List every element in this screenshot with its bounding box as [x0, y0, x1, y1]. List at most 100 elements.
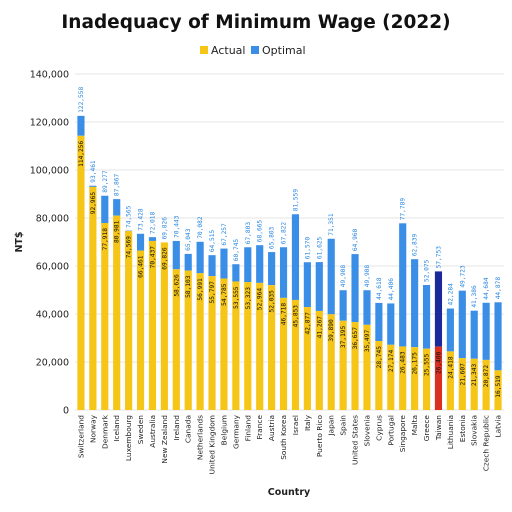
actual-value-label: 45,853: [292, 305, 299, 328]
x-tick-label: Latvia: [494, 415, 503, 438]
actual-bar: [113, 215, 121, 410]
x-tick-label: Estonia: [458, 415, 467, 442]
actual-value-label: 21,343: [471, 364, 478, 387]
optimal-bar: [470, 310, 478, 359]
actual-value-label: 77,918: [102, 228, 109, 251]
actual-value-label: 37,195: [340, 325, 347, 348]
actual-value-label: 54,785: [221, 283, 228, 306]
x-axis-title: Country: [268, 487, 311, 498]
legend-optimal-swatch: [251, 46, 259, 54]
actual-value-label: 42,877: [304, 312, 311, 335]
actual-bar: [387, 344, 395, 410]
x-tick-label: Netherlands: [196, 415, 205, 460]
optimal-value-label: 73,428: [138, 208, 145, 231]
actual-value-label: 20,872: [483, 365, 490, 388]
actual-value-label: 46,718: [281, 303, 288, 326]
actual-bar: [184, 270, 192, 410]
optimal-bar: [399, 223, 407, 347]
x-tick-label: Austria: [267, 415, 276, 441]
optimal-bar: [363, 290, 371, 325]
actual-bar: [411, 347, 419, 410]
x-tick-label: Taiwan: [434, 415, 443, 441]
optimal-bar: [303, 262, 311, 308]
actual-value-label: 25,555: [424, 353, 431, 376]
optimal-value-label: 81,559: [292, 189, 299, 212]
x-tick-label: United States: [351, 415, 360, 465]
x-tick-label: France: [255, 415, 264, 440]
x-tick-label: Switzerland: [76, 415, 85, 458]
y-axis-ticks: 0 20,000 40,000 60,000 80,000 100,000 120,000 1…: [30, 70, 69, 417]
actual-bar: [125, 231, 133, 410]
actual-bar: [220, 278, 228, 410]
actual-bar: [268, 285, 276, 410]
optimal-value-label: 67,803: [245, 222, 252, 245]
x-tick-label: Slovenia: [362, 415, 371, 446]
actual-value-label: 21,607: [459, 363, 466, 386]
x-tick-label: Luxembourg: [124, 415, 133, 461]
actual-bar: [339, 320, 347, 410]
x-tick-label: Japan: [327, 415, 336, 437]
actual-value-label: 26,483: [400, 351, 407, 374]
y-tick-label: 80,000: [36, 214, 69, 225]
x-tick-label: Singapore: [398, 415, 407, 453]
x-tick-label: Malta: [410, 415, 419, 435]
actual-value-label: 58,103: [185, 275, 192, 298]
x-tick-label: Puerto Rico: [315, 415, 324, 458]
actual-bar: [136, 250, 145, 410]
y-tick-label: 0: [63, 406, 69, 417]
actual-bar: [208, 276, 216, 410]
optimal-bar: [494, 302, 502, 371]
optimal-bar: [136, 233, 145, 251]
optimal-value-label: 44,684: [483, 277, 490, 300]
actual-value-label: 53,555: [233, 286, 240, 309]
optimal-bar: [220, 248, 228, 279]
optimal-bar: [172, 240, 180, 270]
x-tick-label: Belgium: [219, 415, 228, 445]
actual-bar: [434, 346, 443, 410]
actual-bar: [172, 269, 180, 410]
actual-bar: [470, 358, 478, 410]
optimal-bar: [268, 252, 276, 286]
optimal-value-label: 60,745: [233, 239, 240, 262]
optimal-value-label: 93,461: [90, 160, 97, 183]
optimal-value-label: 49,908: [340, 265, 347, 288]
optimal-bar: [101, 195, 109, 223]
optimal-value-label: 49,723: [459, 265, 466, 288]
x-tick-label: New Zealand: [160, 415, 169, 464]
chart-title: Inadequacy of Minimum Wage (2022): [61, 12, 450, 33]
legend-optimal-label: Optimal: [262, 44, 306, 57]
optimal-bar: [279, 247, 288, 298]
actual-value-label: 56,991: [197, 278, 204, 301]
optimal-value-label: 44,406: [388, 278, 395, 301]
actual-value-label: 53,323: [245, 287, 252, 310]
x-tick-label: United Kingdom: [208, 415, 217, 474]
x-tick-label: Greece: [422, 415, 431, 442]
optimal-bar: [422, 285, 431, 349]
x-tick-label: Portugal: [386, 415, 395, 446]
optimal-bar: [411, 259, 419, 348]
actual-bar: [303, 307, 311, 410]
gridlines: [75, 73, 504, 411]
optimal-bar: [434, 271, 443, 347]
bars: [77, 115, 502, 411]
x-tick-label: Spain: [339, 415, 348, 436]
optimal-value-label: 67,257: [221, 223, 228, 246]
optimal-bar: [339, 290, 347, 321]
optimal-value-label: 69,826: [161, 217, 168, 240]
actual-value-label: 16,519: [495, 375, 502, 398]
actual-bar: [256, 282, 264, 410]
actual-bar: [422, 348, 431, 410]
x-tick-label: Czech Republic: [482, 415, 491, 471]
x-tick-label: Iceland: [112, 415, 121, 442]
x-tick-label: Sweden: [136, 415, 145, 445]
optimal-value-label: 67,822: [281, 222, 288, 245]
x-tick-label: Israel: [291, 415, 300, 435]
x-tick-label: South Korea: [279, 415, 288, 460]
optimal-value-label: 70,082: [197, 216, 204, 239]
actual-value-label: 35,497: [364, 330, 371, 353]
y-tick-label: 140,000: [30, 70, 69, 81]
optimal-bar: [375, 302, 383, 342]
legend-actual-swatch: [200, 46, 208, 54]
actual-bar: [279, 297, 288, 410]
